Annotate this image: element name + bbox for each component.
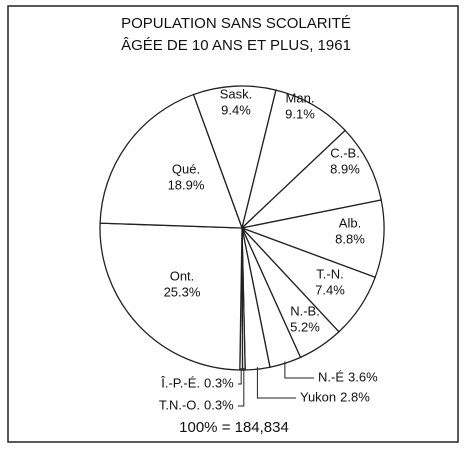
slice-value-label: 3.6% xyxy=(348,369,378,384)
slice-value-label: 2.8% xyxy=(340,389,370,404)
slice-label: Î.-P.-É. xyxy=(160,375,200,390)
slice-value-label: 7.4% xyxy=(315,282,345,297)
leader-line xyxy=(284,361,314,379)
pie-slice xyxy=(99,93,243,229)
leader-line xyxy=(256,367,296,399)
total-note: 100% = 184,834 xyxy=(179,419,289,436)
slice-label: Alb. xyxy=(339,215,361,230)
chart-title: POPULATION SANS SCOLARITÉ xyxy=(121,15,351,32)
slice-value-label: 18.9% xyxy=(168,177,205,192)
slice-label: T.N.-O. xyxy=(159,397,200,412)
slice-label: T.-N. xyxy=(316,266,343,281)
slice-value-label: 8.9% xyxy=(330,161,360,176)
pie-slice xyxy=(99,222,243,371)
slice-value-label: 5.2% xyxy=(290,319,320,334)
slice-value-label: 9.1% xyxy=(285,106,315,121)
pie-slice xyxy=(192,85,277,231)
slice-label: Qué. xyxy=(172,161,200,176)
slice-value-label: 9.4% xyxy=(221,102,251,117)
slice-label: Sask. xyxy=(220,86,253,101)
slice-label: N.-B. xyxy=(290,303,320,318)
pie-slice xyxy=(240,89,347,230)
slice-label: N.-É xyxy=(318,369,344,384)
leader-line xyxy=(238,367,242,385)
leader-line xyxy=(238,367,245,407)
slice-value-label: 0.3% xyxy=(204,397,234,412)
slice-label: Yukon xyxy=(300,389,336,404)
slice-label: C.-B. xyxy=(330,145,360,160)
slice-label: Ont. xyxy=(170,268,195,283)
slice-value-label: 25.3% xyxy=(164,284,201,299)
slice-value-label: 0.3% xyxy=(204,375,234,390)
slice-value-label: 8.8% xyxy=(335,231,365,246)
slice-label: Man. xyxy=(286,90,315,105)
chart-subtitle: ÂGÉE DE 10 ANS ET PLUS, 1961 xyxy=(121,37,351,54)
